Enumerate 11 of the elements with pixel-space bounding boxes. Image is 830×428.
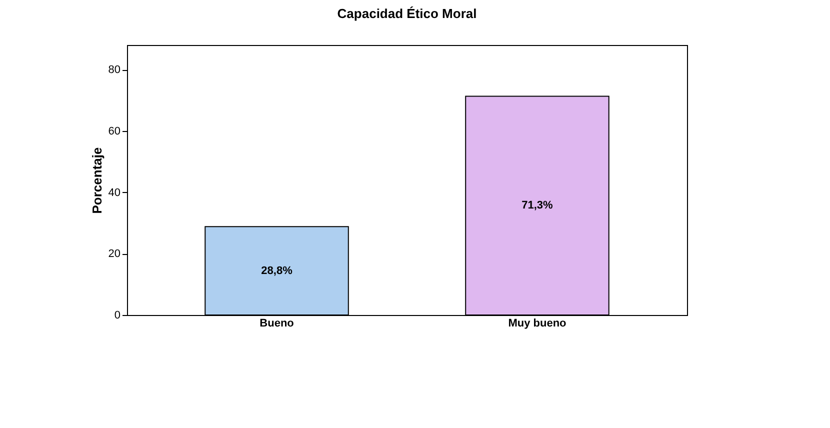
y-axis-title: Porcentaje xyxy=(89,147,104,214)
x-tick-label: Muy bueno xyxy=(508,318,567,330)
chart-title: Capacidad Ético Moral xyxy=(337,6,477,21)
data-label: 71,3% xyxy=(522,200,554,212)
y-tick-label: 60 xyxy=(108,125,120,138)
y-tick-label: 0 xyxy=(114,310,120,322)
x-tick-label: Bueno xyxy=(260,318,294,330)
y-tick-label: 80 xyxy=(108,64,120,76)
y-tick-label: 20 xyxy=(108,248,120,260)
data-label: 28,8% xyxy=(261,264,293,277)
y-tick-label: 40 xyxy=(108,186,120,199)
